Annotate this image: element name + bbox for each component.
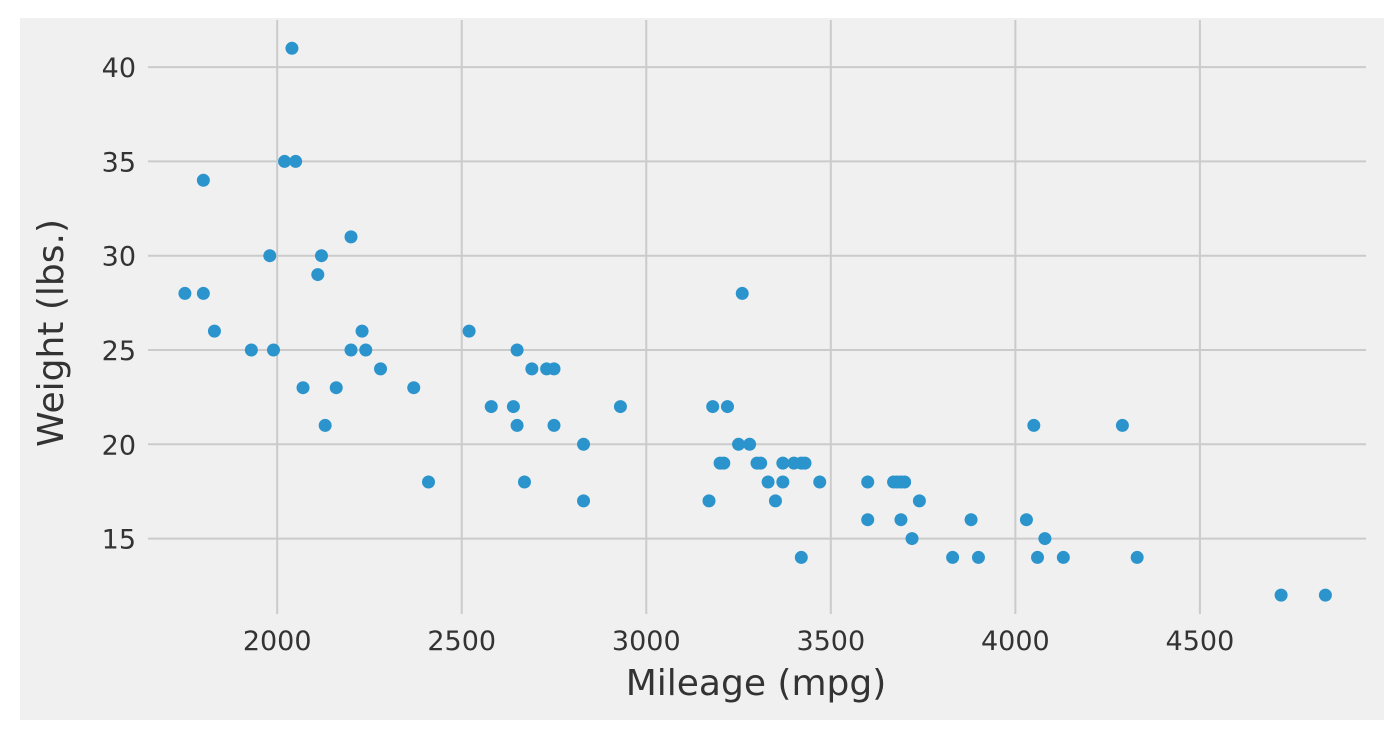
data-point — [905, 532, 919, 546]
x-axis-ticks: 2000 2500 3000 3500 4000 4500 — [243, 626, 1234, 657]
data-point — [355, 324, 369, 338]
data-point — [1115, 418, 1129, 432]
data-point — [547, 362, 561, 376]
data-point — [1056, 550, 1070, 564]
data-points — [178, 41, 1332, 602]
data-point — [702, 494, 716, 508]
data-point — [311, 268, 325, 282]
data-point — [510, 418, 524, 432]
data-point — [813, 475, 827, 489]
data-point — [278, 154, 292, 168]
data-point — [735, 286, 749, 300]
y-tick-label: 25 — [102, 336, 136, 367]
data-point — [1019, 513, 1033, 527]
data-point — [329, 381, 343, 395]
data-point — [289, 154, 303, 168]
data-point — [484, 400, 498, 414]
x-tick-label: 3000 — [612, 626, 681, 657]
data-point — [344, 230, 358, 244]
data-point — [1031, 550, 1045, 564]
data-point — [506, 400, 520, 414]
data-point — [462, 324, 476, 338]
x-tick-label: 3500 — [796, 626, 865, 657]
grid — [148, 20, 1366, 614]
y-tick-label: 20 — [102, 430, 136, 461]
data-point — [196, 173, 210, 187]
data-point — [517, 475, 531, 489]
data-point — [861, 475, 875, 489]
data-point — [1318, 588, 1332, 602]
data-point — [178, 286, 192, 300]
data-point — [743, 437, 757, 451]
data-point — [547, 418, 561, 432]
y-tick-label: 15 — [102, 525, 136, 556]
data-point — [1038, 532, 1052, 546]
data-point — [754, 456, 768, 470]
x-tick-label: 4500 — [1166, 626, 1235, 657]
data-point — [285, 41, 299, 55]
y-axis-label: Weight (lbs.) — [31, 219, 72, 447]
chart-frame: 2000 2500 3000 3500 4000 4500 15 20 25 30 35 40 Mi… — [20, 18, 1384, 720]
data-point — [768, 494, 782, 508]
data-point — [946, 550, 960, 564]
data-point — [577, 437, 591, 451]
data-point — [1274, 588, 1288, 602]
data-point — [964, 513, 978, 527]
data-point — [717, 456, 731, 470]
data-point — [720, 400, 734, 414]
x-tick-label: 4000 — [981, 626, 1050, 657]
data-point — [894, 513, 908, 527]
data-point — [344, 343, 358, 357]
y-tick-label: 35 — [102, 147, 136, 178]
data-point — [266, 343, 280, 357]
y-tick-label: 40 — [102, 53, 136, 84]
x-axis-label: Mileage (mpg) — [626, 663, 887, 704]
data-point — [798, 456, 812, 470]
data-point — [706, 400, 720, 414]
data-point — [898, 475, 912, 489]
data-point — [1027, 418, 1041, 432]
data-point — [244, 343, 258, 357]
data-point — [296, 381, 310, 395]
data-point — [1130, 550, 1144, 564]
data-point — [971, 550, 985, 564]
data-point — [861, 513, 875, 527]
x-tick-label: 2000 — [243, 626, 312, 657]
y-axis-ticks: 15 20 25 30 35 40 — [102, 53, 136, 555]
data-point — [776, 475, 790, 489]
data-point — [207, 324, 221, 338]
data-point — [794, 550, 808, 564]
data-point — [912, 494, 926, 508]
data-point — [577, 494, 591, 508]
data-point — [263, 249, 277, 263]
scatter-chart: 2000 2500 3000 3500 4000 4500 15 20 25 30 35 40 Mi… — [31, 20, 1366, 704]
y-tick-label: 30 — [102, 242, 136, 273]
data-point — [407, 381, 421, 395]
data-point — [196, 286, 210, 300]
data-point — [318, 418, 332, 432]
x-tick-label: 2500 — [427, 626, 496, 657]
data-point — [374, 362, 388, 376]
data-point — [776, 456, 790, 470]
data-point — [525, 362, 539, 376]
data-point — [761, 475, 775, 489]
data-point — [732, 437, 746, 451]
data-point — [613, 400, 627, 414]
data-point — [314, 249, 328, 263]
data-point — [359, 343, 373, 357]
data-point — [422, 475, 436, 489]
data-point — [510, 343, 524, 357]
